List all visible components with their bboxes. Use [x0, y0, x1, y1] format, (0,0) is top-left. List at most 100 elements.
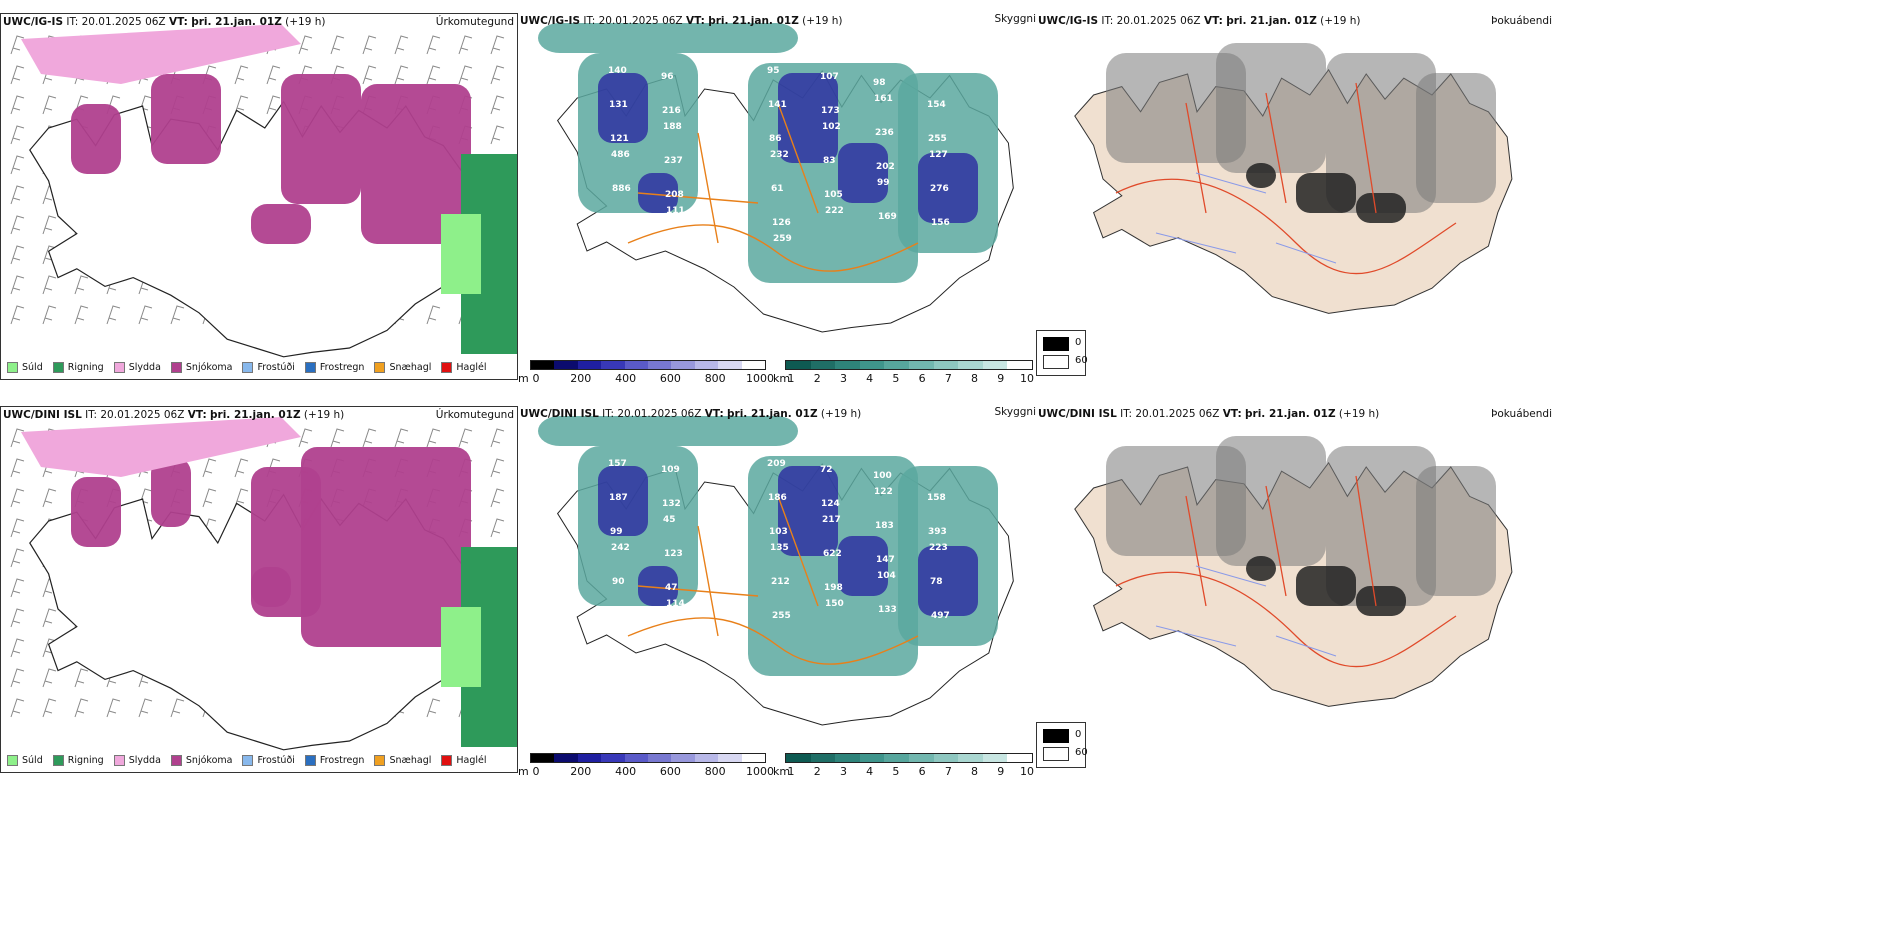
cloud-base-label: 141 — [768, 100, 787, 110]
fog-key-label-60: 60 — [1075, 355, 1088, 366]
visibility-panel-top: UWC/IG-IS IT: 20.01.2025 06Z VT: þri. 21… — [518, 13, 1038, 385]
legend-label: Snjókoma — [185, 755, 233, 766]
wind-barb — [394, 65, 409, 85]
wind-barb — [170, 698, 185, 718]
cloud-base-label: 72 — [820, 465, 833, 475]
cloud-base-label: 114 — [666, 599, 685, 609]
cloud-base-label: 99 — [610, 527, 623, 537]
cloud-base-label: 103 — [769, 527, 788, 537]
legend-label: Frostregn — [319, 362, 365, 373]
cloud-base-label: 188 — [663, 122, 682, 132]
legend-swatch — [7, 755, 18, 766]
panel-title: Þokuábendi — [1491, 408, 1552, 420]
cloud-base-label: 158 — [614, 234, 633, 244]
wind-barb — [10, 458, 25, 478]
wind-barb — [362, 35, 377, 55]
fog-map — [1074, 436, 1513, 707]
wind-barb — [202, 458, 217, 478]
legend-item: Snjókoma — [170, 362, 233, 373]
legend-swatch — [113, 755, 125, 766]
colorbar-tick: 6 — [918, 765, 926, 778]
wind-barb — [394, 428, 409, 448]
legend-item: Frostregn — [304, 755, 364, 766]
legend-label: Snæhagl — [389, 362, 432, 373]
cloud-base-label: 175 — [715, 94, 734, 104]
low-visibility-area — [538, 416, 798, 446]
precip-type-panel-bottom: UWC/DINI ISL IT: 20.01.2025 06Z VT: þri.… — [0, 406, 518, 773]
wind-barb — [10, 185, 25, 205]
wind-barb — [330, 35, 345, 55]
cloud-base-label: 102 — [822, 122, 841, 132]
snow-area — [251, 204, 311, 244]
cloud-base-label: 232 — [770, 150, 789, 160]
cloud-base-label: 111 — [666, 206, 685, 216]
wind-barb — [10, 125, 25, 145]
wind-barb — [74, 305, 89, 325]
cloud-base-label: 223 — [929, 543, 948, 553]
cloud-base-label: 135 — [770, 543, 789, 553]
cloud-base-label: 133 — [878, 605, 897, 615]
fog-core — [1356, 193, 1406, 223]
fog-shading — [1216, 436, 1326, 566]
legend-swatch — [113, 362, 125, 373]
visibility-colorbar: km 1 2 3 4 5 6 7 8 9 10 — [773, 751, 1038, 779]
wind-barb — [42, 305, 57, 325]
panel-header: UWC/IG-IS IT: 20.01.2025 06Z VT: þri. 21… — [520, 15, 843, 27]
cloud-base-area — [638, 566, 678, 606]
cloud-base-label: 132 — [662, 499, 681, 509]
wind-barb — [234, 95, 249, 115]
fog-shading — [1106, 446, 1246, 556]
wind-barb — [10, 608, 25, 628]
legend-swatch — [52, 362, 64, 373]
colorbar-tick: 6 — [918, 372, 926, 385]
cloud-base-label: 131 — [609, 100, 628, 110]
legend-item: Rigning — [52, 362, 104, 373]
legend-swatch — [170, 755, 182, 766]
cloud-base-label: 123 — [664, 549, 683, 559]
colorbar-tick: 600 — [659, 372, 681, 385]
panel-header: UWC/IG-IS IT: 20.01.2025 06Z VT: þri. 21… — [1038, 15, 1361, 27]
wind-barb — [266, 95, 281, 115]
wind-barb — [10, 698, 25, 718]
colorbar-tick: 1000 — [746, 372, 774, 385]
colorbar-tick: 4 — [866, 765, 874, 778]
fog-key-label-0: 0 — [1075, 729, 1082, 740]
cloud-base-label: 109 — [661, 465, 680, 475]
legend-swatch — [52, 755, 64, 766]
legend-swatch — [242, 755, 254, 766]
cloud-base-label: 61 — [771, 184, 784, 194]
legend-item: Súld — [7, 755, 43, 766]
colorbar-tick: 0 — [532, 765, 540, 778]
cloud-base-label: 144 — [715, 487, 734, 497]
wind-barb — [426, 35, 441, 55]
road-network — [627, 495, 919, 665]
cloud-base-label: 212 — [771, 577, 790, 587]
road-network — [1115, 82, 1457, 275]
cloud-base-label: 886 — [612, 184, 631, 194]
cloud-base-label: 82 — [716, 521, 729, 531]
wind-barb — [490, 518, 505, 538]
fog-key-label-0: 0 — [1075, 337, 1082, 348]
cloud-base-label: 217 — [822, 515, 841, 525]
fog-core — [1246, 163, 1276, 188]
fog-key-label-60: 60 — [1075, 747, 1088, 758]
cloud-base-label: 98 — [873, 78, 886, 88]
fog-shading — [1416, 466, 1496, 596]
cloud-base-label: 149 — [720, 246, 739, 256]
cloud-base-label: 47 — [665, 583, 678, 593]
wind-barb — [426, 698, 441, 718]
wind-barb — [394, 35, 409, 55]
colorbar-tick: 800 — [704, 372, 726, 385]
legend-swatch — [304, 362, 316, 373]
colorbar-tick: 10 — [1020, 765, 1034, 778]
legend-label: Snjókoma — [185, 362, 233, 373]
cloud-base-area — [778, 466, 838, 556]
cloud-base-label: 161 — [874, 94, 893, 104]
legend-label: Frostúði — [257, 755, 295, 766]
drizzle-area — [441, 607, 481, 687]
road-network — [1115, 475, 1457, 668]
cloud-base-label: 99 — [877, 178, 890, 188]
cloud-base-label: 105 — [824, 190, 843, 200]
colorbar-tick: 7 — [944, 765, 952, 778]
wind-barb — [10, 518, 25, 538]
